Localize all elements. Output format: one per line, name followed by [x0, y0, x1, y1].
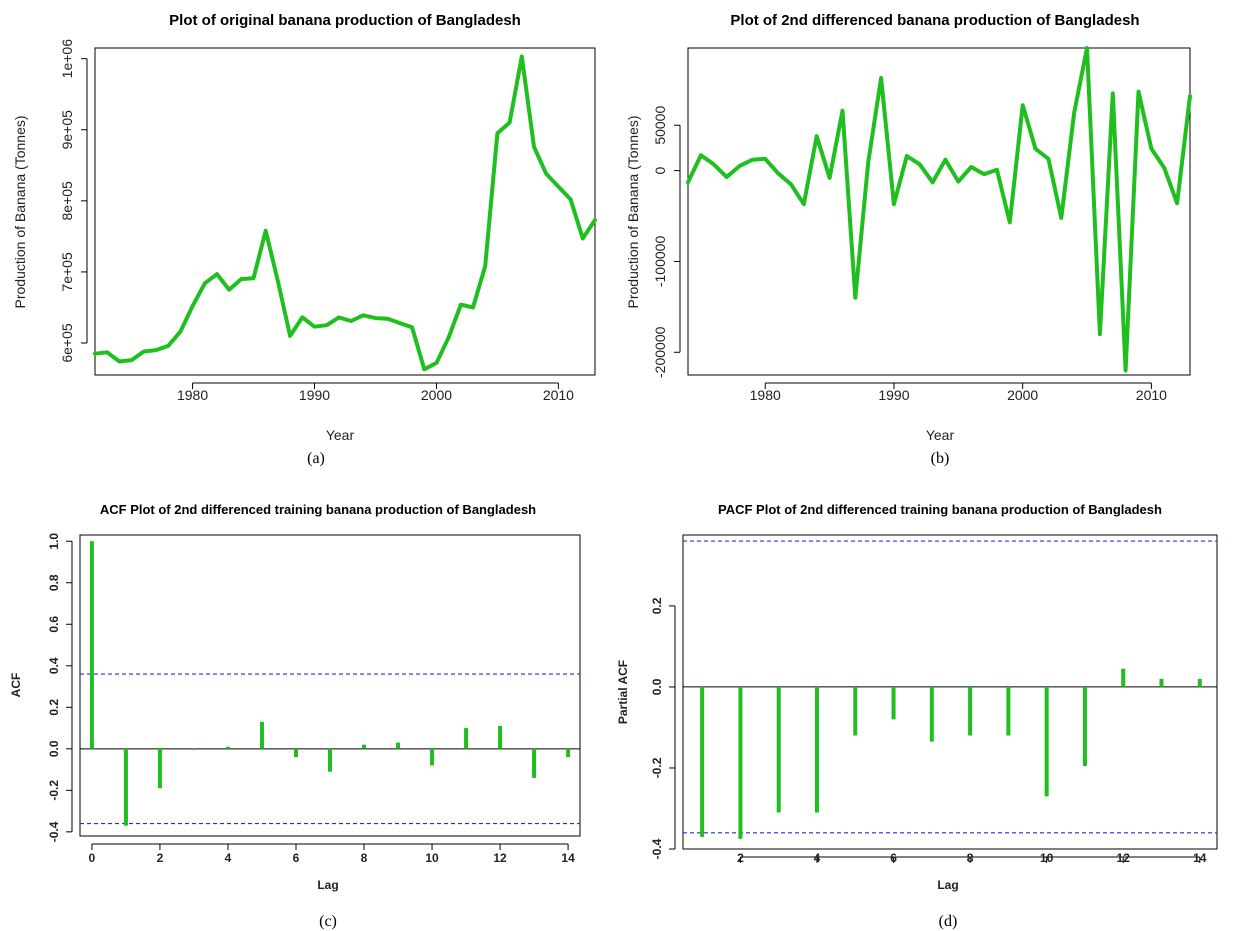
y-tick-label: 7e+05	[59, 252, 75, 292]
x-tick-label: 12	[1117, 851, 1131, 865]
x-tick-label: 6	[890, 851, 897, 865]
y-tick-label: 0.0	[47, 740, 61, 757]
x-tick-label: 2	[737, 851, 744, 865]
x-axis-label: Lag	[317, 878, 338, 892]
y-tick-label: -200000	[652, 326, 668, 378]
chart-title: Plot of original banana production of Ba…	[169, 12, 521, 29]
chart-b: Plot of 2nd differenced banana productio…	[610, 0, 1247, 470]
chart-title: Plot of 2nd differenced banana productio…	[730, 12, 1139, 29]
plot-frame	[683, 535, 1217, 849]
chart-d: PACF Plot of 2nd differenced training ba…	[610, 480, 1247, 931]
y-tick-label: -0.4	[47, 821, 61, 842]
series-line	[95, 57, 595, 370]
chart-panel-d: PACF Plot of 2nd differenced training ba…	[610, 480, 1247, 931]
figure-caption: (a)	[307, 450, 325, 467]
x-tick-label: 2010	[1136, 387, 1167, 403]
x-tick-label: 4	[225, 851, 232, 865]
y-axis-label: ACF	[9, 673, 23, 698]
y-tick-label: 50000	[652, 106, 668, 145]
x-tick-label: 1990	[299, 387, 330, 403]
y-tick-label: -0.2	[47, 780, 61, 801]
y-tick-label: 8e+05	[59, 181, 75, 221]
y-tick-label: 1e+06	[59, 39, 75, 79]
x-tick-label: 2010	[543, 387, 574, 403]
x-tick-label: 8	[967, 851, 974, 865]
y-tick-label: 0.0	[650, 678, 664, 695]
chart-title: PACF Plot of 2nd differenced training ba…	[718, 502, 1162, 517]
x-tick-label: 8	[361, 851, 368, 865]
y-axis-label: Production of Banana (Tonnes)	[12, 115, 28, 308]
y-tick-label: 0.8	[47, 574, 61, 591]
y-tick-label: -100000	[652, 236, 668, 288]
x-tick-label: 2000	[1007, 387, 1038, 403]
y-tick-label: -0.4	[650, 838, 664, 859]
series-line	[688, 48, 1190, 371]
chart-a: Plot of original banana production of Ba…	[0, 0, 620, 470]
x-tick-label: 0	[89, 851, 96, 865]
y-axis-label: Production of Banana (Tonnes)	[625, 115, 641, 308]
y-tick-label: 9e+05	[59, 110, 75, 150]
x-tick-label: 14	[1193, 851, 1207, 865]
y-tick-label: -0.2	[650, 757, 664, 778]
x-axis-label: Year	[326, 427, 355, 443]
y-axis-label: Partial ACF	[616, 660, 630, 724]
y-tick-label: 0.4	[47, 657, 61, 674]
x-tick-label: 10	[425, 851, 439, 865]
x-axis-label: Lag	[937, 878, 958, 892]
x-axis-label: Year	[926, 427, 955, 443]
chart-panel-a: Plot of original banana production of Ba…	[0, 0, 620, 470]
y-tick-label: 1.0	[47, 533, 61, 550]
chart-c: ACF Plot of 2nd differenced training ban…	[0, 480, 620, 931]
x-tick-label: 1980	[177, 387, 208, 403]
figure-caption: (c)	[319, 913, 337, 930]
y-tick-label: 0.2	[650, 597, 664, 614]
chart-panel-c: ACF Plot of 2nd differenced training ban…	[0, 480, 620, 931]
plot-frame	[80, 535, 580, 836]
x-tick-label: 6	[293, 851, 300, 865]
y-tick-label: 0.6	[47, 616, 61, 633]
y-tick-label: 6e+05	[59, 323, 75, 363]
x-tick-label: 4	[814, 851, 821, 865]
x-tick-label: 2	[157, 851, 164, 865]
x-tick-label: 12	[493, 851, 507, 865]
x-tick-label: 1990	[878, 387, 909, 403]
y-tick-label: 0.2	[47, 699, 61, 716]
x-tick-label: 14	[561, 851, 575, 865]
x-tick-label: 2000	[421, 387, 452, 403]
plot-frame	[95, 48, 595, 375]
chart-panel-b: Plot of 2nd differenced banana productio…	[610, 0, 1247, 470]
figure-caption: (b)	[931, 450, 950, 467]
x-tick-label: 10	[1040, 851, 1054, 865]
x-tick-label: 1980	[750, 387, 781, 403]
figure-caption: (d)	[939, 913, 958, 930]
chart-title: ACF Plot of 2nd differenced training ban…	[100, 502, 536, 517]
y-tick-label: 0	[652, 167, 668, 175]
